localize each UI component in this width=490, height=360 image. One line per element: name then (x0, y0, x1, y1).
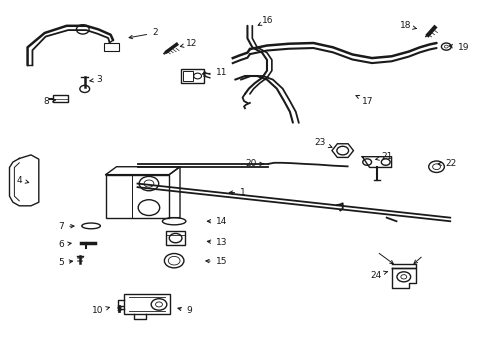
Text: 24: 24 (370, 270, 388, 279)
Text: 10: 10 (92, 306, 109, 315)
Text: 2: 2 (129, 28, 158, 39)
Text: 14: 14 (207, 217, 227, 226)
Text: 1: 1 (229, 188, 246, 197)
Text: 12: 12 (180, 39, 198, 48)
Text: 4: 4 (17, 176, 29, 185)
Text: 13: 13 (207, 238, 227, 247)
Text: 22: 22 (438, 159, 457, 168)
Circle shape (86, 242, 91, 246)
Text: 11: 11 (202, 68, 227, 77)
Text: 5: 5 (58, 258, 73, 267)
Text: 16: 16 (258, 16, 273, 25)
Text: 7: 7 (58, 222, 74, 231)
Text: 9: 9 (178, 306, 192, 315)
Bar (53, 95, 68, 102)
Text: 6: 6 (58, 240, 71, 249)
Text: 19: 19 (449, 43, 469, 52)
Text: 8: 8 (44, 96, 55, 105)
Bar (106, 175, 169, 218)
Text: 21: 21 (376, 152, 393, 161)
Text: 18: 18 (400, 21, 416, 30)
Text: 3: 3 (90, 75, 102, 84)
Text: 23: 23 (314, 138, 332, 148)
Bar (183, 71, 193, 81)
Bar (104, 43, 119, 51)
Text: 15: 15 (206, 257, 227, 266)
Bar (166, 231, 185, 245)
Bar (124, 294, 170, 315)
Text: 20: 20 (246, 159, 263, 168)
Text: 17: 17 (356, 95, 374, 105)
Bar (180, 69, 204, 83)
